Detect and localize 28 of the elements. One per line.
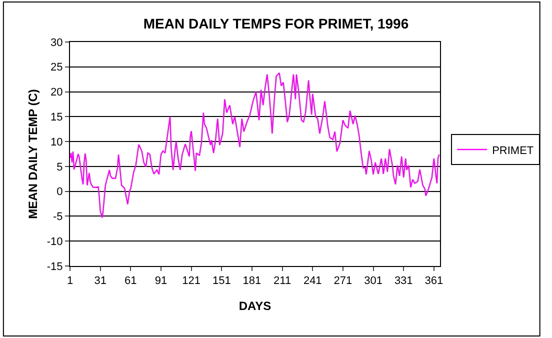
x-tick-label: 271 — [334, 275, 352, 288]
legend-label: PRIMET — [492, 144, 534, 157]
x-tick-label: 181 — [242, 275, 262, 288]
x-tick-label: 331 — [394, 275, 413, 288]
x-tick-label: 211 — [274, 275, 292, 288]
y-tick-label: 10 — [50, 136, 63, 148]
x-tick-label: 151 — [212, 275, 231, 288]
chart-title: MEAN DAILY TEMPS FOR PRIMET, 1996 — [143, 16, 409, 32]
y-tick-label: -5 — [53, 211, 63, 224]
y-tick-label: -15 — [46, 260, 63, 273]
x-tick-label: 301 — [364, 275, 382, 288]
y-axis-title: MEAN DAILY TEMP (C) — [26, 89, 40, 219]
x-tick-label: 1 — [66, 275, 74, 288]
x-axis-title: DAYS — [238, 299, 272, 314]
y-tick-label: -10 — [46, 236, 63, 248]
y-tick-label: 30 — [50, 36, 63, 49]
x-tick-label: 31 — [94, 275, 106, 288]
y-tick-label: 0 — [56, 186, 63, 198]
x-tick-label: 91 — [154, 275, 168, 288]
y-tick-label: 20 — [50, 86, 63, 99]
x-tick-label: 241 — [303, 275, 322, 288]
line-series — [70, 72, 440, 218]
x-tick-label: 61 — [124, 275, 137, 288]
y-tick-label: 5 — [56, 161, 63, 174]
y-tick-label: 15 — [50, 112, 63, 124]
x-tick-label: 121 — [182, 275, 200, 288]
x-tick-label: 361 — [424, 275, 444, 288]
y-tick-label: 25 — [50, 62, 63, 74]
